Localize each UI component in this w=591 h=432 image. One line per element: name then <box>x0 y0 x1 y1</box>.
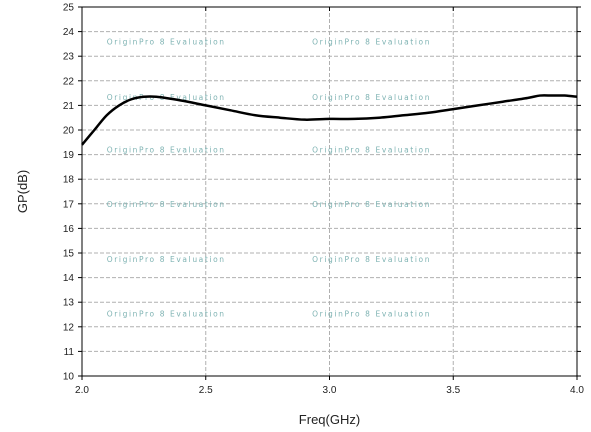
watermarks: OriginPro 8 Evaluation OriginPro 8 Evalua… <box>107 37 431 318</box>
watermark-text-10: OriginPro 8 Evaluation <box>107 309 226 318</box>
y-tick-label-6: 16 <box>63 224 75 235</box>
y-tick-label-4: 14 <box>63 273 75 284</box>
y-tick-label-1: 11 <box>64 347 75 358</box>
y-tick-label-7: 17 <box>63 199 75 210</box>
watermark-text-3: OriginPro 8 Evaluation <box>312 93 431 102</box>
y-tick-label-5: 15 <box>63 249 75 260</box>
x-tick-label-3: 3.5 <box>446 385 460 396</box>
y-tick-label-15: 25 <box>63 3 75 14</box>
y-tick-label-0: 10 <box>63 372 75 383</box>
y-tick-label-9: 19 <box>63 150 75 161</box>
y-tick-label-13: 23 <box>63 52 75 63</box>
y-tick-label-3: 13 <box>63 298 75 309</box>
watermark-text-8: OriginPro 8 Evaluation <box>107 255 226 264</box>
series-layer <box>81 94 578 146</box>
x-tick-label-1: 2.5 <box>199 385 213 396</box>
watermark-text-9: OriginPro 8 Evaluation <box>312 255 431 264</box>
x-tick-label-2: 3.0 <box>323 385 337 396</box>
y-tick-label-8: 18 <box>63 175 75 186</box>
y-tick-label-2: 12 <box>63 322 75 333</box>
watermark-text-5: OriginPro 8 Evaluation <box>312 146 431 155</box>
y-axis-label: GP(dB) <box>15 170 30 213</box>
watermark-text-7: OriginPro 8 Evaluation <box>312 200 431 209</box>
watermark-text-6: OriginPro 8 Evaluation <box>107 200 226 209</box>
y-tick-label-11: 21 <box>63 101 75 112</box>
y-tick-label-14: 24 <box>63 27 75 38</box>
x-tick-label-0: 2.0 <box>75 385 89 396</box>
y-tick-label-12: 22 <box>63 76 75 87</box>
watermark-text-0: OriginPro 8 Evaluation <box>107 37 226 46</box>
x-tick-label-4: 4.0 <box>570 385 584 396</box>
watermark-text-4: OriginPro 8 Evaluation <box>107 146 226 155</box>
watermark-text-11: OriginPro 8 Evaluation <box>312 309 431 318</box>
y-tick-label-10: 20 <box>63 126 75 137</box>
ticks: 2.0 2.5 3.0 3.5 4.0 10 11 12 13 14 15 16 17 18 19 20 21 2… <box>63 3 585 397</box>
grid <box>82 7 577 376</box>
series-line-0 <box>81 94 578 146</box>
x-axis-label: Freq(GHz) <box>299 412 360 427</box>
watermark-text-1: OriginPro 8 Evaluation <box>312 37 431 46</box>
